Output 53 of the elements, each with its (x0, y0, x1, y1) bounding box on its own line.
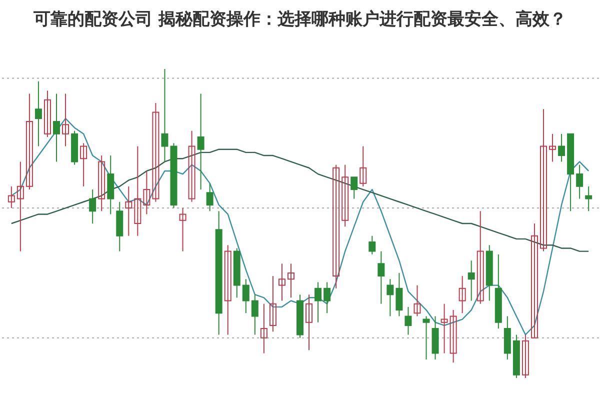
candlestick (396, 272, 403, 317)
candlestick (476, 210, 484, 304)
candlestick (34, 80, 42, 147)
candlestick (287, 263, 294, 298)
candlestick (386, 278, 394, 317)
candlestick (278, 263, 286, 302)
candlestick (306, 294, 313, 351)
candlestick (80, 142, 88, 187)
candlestick (134, 146, 142, 236)
candlestick (251, 294, 258, 336)
candlestick (360, 146, 367, 187)
candlestick (558, 133, 566, 162)
candlestick (332, 164, 340, 289)
candlestick (206, 182, 214, 212)
candlestick (26, 93, 33, 190)
candlestick (314, 282, 322, 323)
candlestick (179, 208, 186, 252)
candlestick (540, 108, 547, 252)
candlestick (260, 303, 268, 354)
candlestick (143, 170, 150, 215)
candlestick (404, 306, 412, 336)
candlestick (125, 186, 132, 236)
candlestick (468, 260, 475, 302)
candlestick (152, 102, 160, 202)
candlestick (450, 310, 457, 364)
candlestick (62, 93, 70, 147)
candlestick (576, 164, 584, 200)
candlestick (440, 303, 448, 354)
candlestick (458, 276, 466, 314)
candlestick (324, 282, 331, 314)
candlestick (16, 161, 24, 252)
candlestick (188, 130, 196, 202)
candlestick (197, 93, 204, 190)
candlestick (8, 186, 15, 209)
candlestick (269, 276, 276, 332)
candlestick (378, 250, 385, 304)
candlestick (224, 244, 232, 336)
candlestick (89, 189, 96, 224)
candlestick (342, 164, 349, 228)
candlestick (242, 278, 250, 314)
candlestick (585, 186, 592, 212)
candlestick (522, 334, 529, 378)
candlestick (161, 68, 168, 162)
chart-title: 可靠的配资公司 揭秘配资操作：选择哪种账户进行配资最安全、高效？ (32, 10, 566, 30)
candlestick (44, 90, 51, 138)
candlestick (414, 284, 421, 317)
candlestick (53, 93, 60, 162)
candlestick (368, 235, 376, 255)
candlestick (549, 133, 556, 162)
candlestick (98, 155, 106, 212)
candlestick (422, 316, 430, 360)
candlestick (530, 223, 538, 338)
candlestick (350, 176, 358, 200)
